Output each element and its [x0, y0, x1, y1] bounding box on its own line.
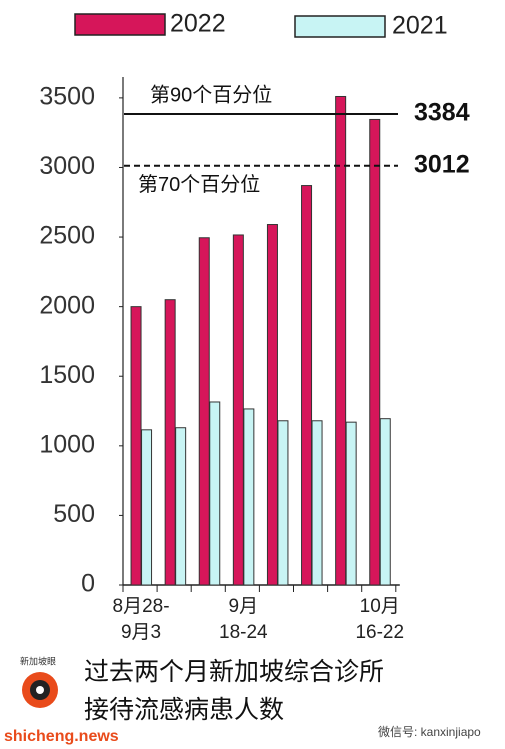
- x-tick-label: 9月 18-24: [219, 596, 268, 643]
- bar: [335, 95, 347, 586]
- y-tick-label: 1000: [39, 430, 95, 458]
- bar: [209, 401, 221, 586]
- bar: [130, 306, 142, 586]
- bar: [369, 118, 381, 586]
- legend-swatch: [294, 15, 386, 38]
- x-tick-label: 10月 16-22: [355, 596, 405, 643]
- logo: [22, 672, 58, 708]
- source: shicheng.news: [4, 728, 119, 745]
- y-tick-label: 3500: [39, 82, 95, 110]
- watermark: 微信号: kanxinjiapo: [378, 725, 481, 739]
- y-tick-label: 2500: [39, 222, 95, 250]
- legend-label: 2022: [170, 10, 226, 38]
- reference-value: 3384: [414, 99, 470, 127]
- caption: 过去两个月新加坡综合诊所: [84, 658, 385, 686]
- reference-annotation: 第70个百分位: [138, 173, 260, 196]
- legend-swatch: [74, 13, 166, 36]
- reference-annotation: 第90个百分位: [150, 83, 272, 106]
- bar: [266, 224, 278, 586]
- reference-value: 3012: [414, 150, 470, 178]
- bar: [141, 429, 153, 586]
- bar: [198, 237, 210, 586]
- bar: [311, 420, 323, 586]
- caption: 接待流感病患人数: [84, 696, 285, 724]
- x-tick-label: 8月28- 9月3: [112, 596, 170, 643]
- bar: [301, 185, 313, 586]
- bar: [243, 408, 255, 586]
- bar: [175, 427, 187, 586]
- bar: [345, 421, 357, 586]
- y-tick-label: 0: [81, 570, 95, 598]
- y-tick-label: 2000: [39, 291, 95, 319]
- bar: [277, 420, 289, 586]
- y-tick-label: 1500: [39, 361, 95, 389]
- logo-text: 新加坡眼: [20, 655, 56, 666]
- bar: [232, 234, 244, 586]
- logo-pupil: [36, 686, 44, 694]
- legend-label: 2021: [392, 12, 448, 40]
- bar: [164, 299, 176, 586]
- y-tick-label: 500: [53, 500, 95, 528]
- y-tick-label: 3000: [39, 152, 95, 180]
- bar: [379, 418, 391, 586]
